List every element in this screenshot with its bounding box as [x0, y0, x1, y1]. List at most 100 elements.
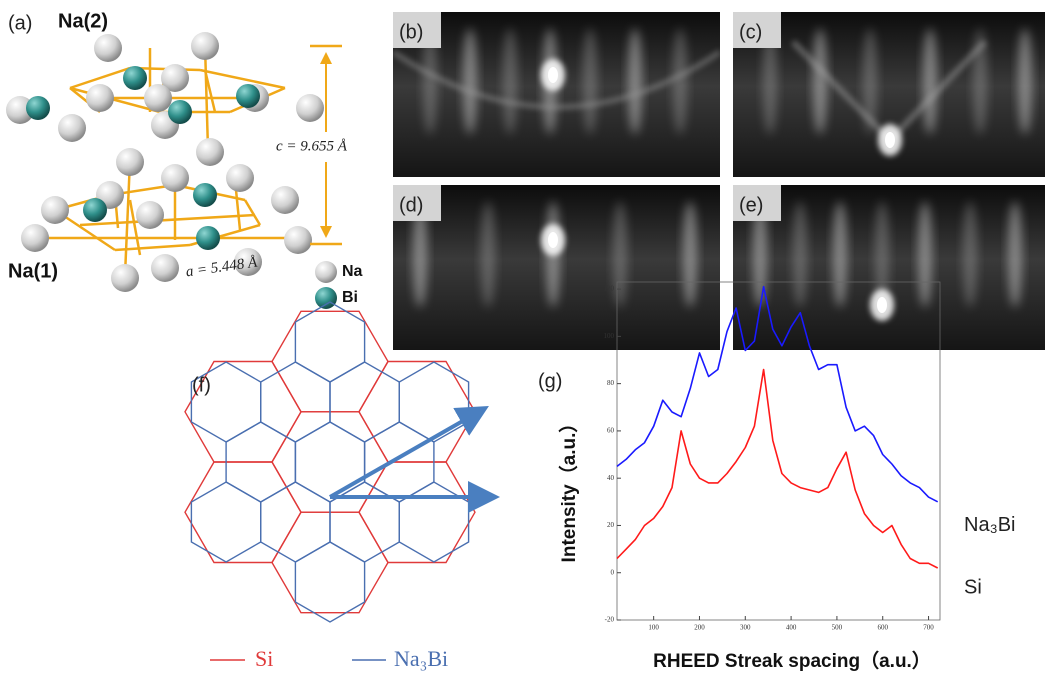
na-atom: [191, 32, 219, 60]
specular-core: [877, 297, 887, 313]
na-atom: [111, 264, 139, 292]
na-atom: [151, 254, 179, 282]
na3bi-hexagon: [295, 302, 364, 382]
x-tick-label: 500: [832, 624, 843, 632]
streak: [963, 202, 977, 308]
y-tick-label: 20: [607, 521, 615, 529]
bond: [200, 70, 285, 88]
streak: [1018, 29, 1032, 135]
lattice-c: c = 9.655 Å: [276, 138, 348, 154]
series-label: Si: [964, 576, 982, 598]
na3bi-hexagon: [399, 362, 468, 442]
y-tick-label: 100: [604, 332, 615, 340]
na3bi-hexagon: [295, 542, 364, 622]
na-atom: [196, 138, 224, 166]
legend-text: Na₃Bi: [394, 646, 448, 671]
panel-label: (d): [399, 194, 423, 216]
na-atom: [116, 148, 144, 176]
lattice-diagram: (f) Si Na₃Bi: [185, 302, 492, 671]
panel-label: (a): [8, 12, 32, 34]
figure: (a)Na(2)Na(1)c = 9.655 Åa = 5.448 ÅNaBi …: [0, 0, 1051, 678]
streak: [481, 202, 495, 308]
x-tick-label: 200: [694, 624, 705, 632]
bi-atom: [26, 96, 50, 120]
crystal-structure: (a) Na(2) Na(1) c = 9.655 Å a = 5.448 Å Na Bi: [6, 10, 363, 309]
c-head-down: [320, 226, 332, 238]
streak: [923, 29, 937, 135]
panel-label: (b): [399, 21, 423, 43]
streak: [503, 29, 517, 135]
bond: [205, 45, 208, 150]
streak: [583, 29, 597, 135]
specular-core: [885, 132, 895, 148]
na-atom: [226, 164, 254, 192]
streak: [918, 202, 932, 308]
lattice-a: a = 5.448 Å: [185, 254, 259, 280]
rheed-panel: [393, 12, 720, 177]
y-tick-label: 60: [607, 427, 615, 435]
specular-core: [548, 67, 558, 83]
na-atom: [58, 114, 86, 142]
x-tick-label: 600: [877, 624, 888, 632]
streak: [683, 202, 697, 308]
x-tick-label: 300: [740, 624, 751, 632]
legend-text: Bi: [342, 289, 358, 306]
x-axis-label: RHEED Streak spacing（a.u.）: [653, 649, 931, 672]
bond: [245, 200, 260, 225]
na3bi-hexagon: [295, 422, 364, 502]
y-tick-label: 0: [611, 568, 615, 576]
streak: [833, 202, 847, 308]
streak: [628, 29, 642, 135]
x-tick-label: 400: [786, 624, 797, 632]
na3bi-hexagon: [399, 482, 468, 562]
y-tick-label: 40: [607, 474, 615, 482]
na-atom: [296, 94, 324, 122]
panel-label: (c): [739, 21, 762, 43]
bi-atom: [168, 100, 192, 124]
legend-na: [315, 261, 337, 283]
streak: [613, 202, 627, 308]
si-hexagon: [359, 462, 475, 563]
panel-label: (f): [192, 374, 211, 396]
bi-atom: [236, 84, 260, 108]
na-atom: [161, 164, 189, 192]
na-atom: [41, 196, 69, 224]
x-tick-label: 100: [648, 624, 659, 632]
na-atom: [86, 84, 114, 112]
na-atom: [271, 186, 299, 214]
series-label: Na₃Bi: [964, 514, 1016, 536]
bi-atom: [123, 66, 147, 90]
streak: [1008, 202, 1022, 308]
na-atom: [94, 34, 122, 62]
bond: [80, 215, 255, 225]
y-axis-label: Intensity（a.u.）: [557, 414, 580, 563]
panel-label: (g): [538, 370, 562, 392]
na-atom: [144, 84, 172, 112]
streak: [813, 29, 827, 135]
site-label: Na(1): [8, 260, 58, 282]
bi-atom: [193, 183, 217, 207]
specular-core: [548, 232, 558, 248]
legend-text: Na: [342, 263, 363, 280]
bi-atom: [83, 198, 107, 222]
legend-text: Si: [255, 646, 273, 671]
streak: [793, 202, 807, 308]
rheed-patterns: (b)(d)(c)(e): [393, 12, 1045, 350]
x-tick-label: 700: [923, 624, 934, 632]
na3bi-hexagon: [191, 482, 260, 562]
bi-atom: [196, 226, 220, 250]
series-line: [617, 370, 938, 569]
y-tick-label: -20: [605, 616, 615, 624]
na-atom: [284, 226, 312, 254]
legend-bi: [315, 287, 337, 309]
bond: [125, 160, 130, 275]
na-atom: [21, 224, 49, 252]
si-hexagon: [185, 462, 301, 563]
y-tick-label: 80: [607, 379, 615, 387]
site-label: Na(2): [58, 10, 108, 32]
rheed-panel: [393, 185, 720, 350]
na-atom: [136, 201, 164, 229]
streak: [463, 29, 477, 135]
c-head-up: [320, 52, 332, 64]
streak: [673, 29, 687, 135]
